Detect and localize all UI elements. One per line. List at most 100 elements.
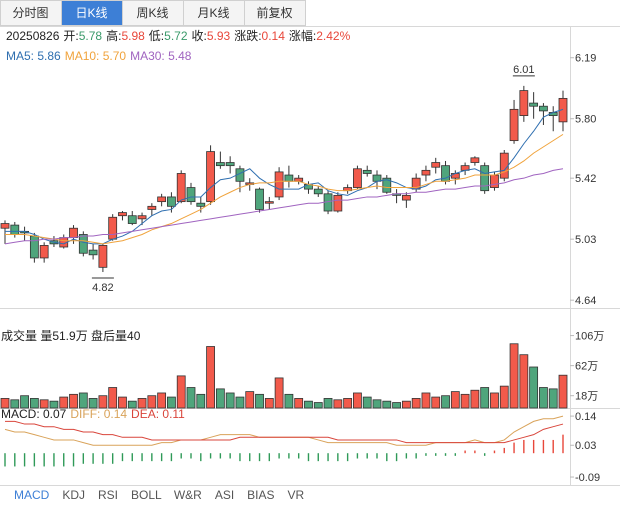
candle-body [401,194,411,201]
candle-body [147,205,157,210]
candle-body [215,162,225,167]
volume-bar [353,392,362,409]
volume-bar [137,398,147,409]
candle-body [108,216,118,240]
legend: MA5: 5.86 MA10: 5.70 MA30: 5.48 [6,49,192,63]
volume-bar [186,387,196,409]
quote-label: 开: [63,29,78,43]
candle-body [137,215,147,220]
volume-bar [118,396,127,409]
annotation: 6.01 [513,64,534,76]
volume-bar [176,375,186,409]
quote-label: 低: [149,29,164,43]
volume-bar [264,398,274,409]
indicator-tab[interactable]: BIAS [247,488,274,502]
panel-title: MACD: 0.07 [1,407,67,421]
quote-value: 2.42% [316,29,350,43]
volume-bar [206,346,215,409]
volume-bar [401,400,411,409]
tab[interactable] [61,0,123,26]
quote-value: 0.14 [262,29,286,43]
volume-bar [372,399,382,409]
candle-body [206,151,215,203]
volume-bar [333,399,343,409]
candle-body [362,169,372,174]
candle-body [186,187,196,203]
indicator-tab[interactable]: BOLL [131,488,162,502]
candle-body [450,173,460,179]
volume-bar [548,388,558,409]
candle-body [519,90,529,116]
volume-bar [313,402,323,409]
tab[interactable] [183,0,245,26]
volume-bar [78,392,88,409]
tab[interactable] [0,0,62,26]
indicator-tab[interactable]: MACD [14,488,50,502]
indicator-line [5,133,564,245]
volume-bar [304,400,313,409]
volume-bar [10,399,20,409]
candle-body [539,105,548,112]
candle-body [29,235,39,259]
y-tick-label: 5.03 [575,234,596,246]
indicator-tab[interactable]: RSI [98,488,118,502]
volume-bar [167,396,176,409]
volume-bar [294,398,304,409]
tab-label[interactable]: 日K线 [75,6,107,20]
candle-body [78,234,88,254]
volume-bar [88,398,98,409]
volume-bar [225,392,235,409]
tab[interactable] [244,0,306,26]
candle-body [118,212,127,217]
candle-body [127,215,137,224]
candle-body [157,196,167,203]
quote-value: 5.98 [121,29,145,43]
y-tick-label: 4.64 [575,295,596,307]
volume-bar [245,391,255,409]
indicator-tab[interactable]: ASI [215,488,234,502]
indicator-tabs: MACD KDJ RSI BOLL W&R ASI BIAS VR [14,488,305,502]
tab-label[interactable]: 周K线 [136,6,168,20]
y-tick-label: 6.19 [575,53,596,65]
volume-bar [499,385,509,409]
candle-body [431,162,441,168]
volume-bar [39,399,49,409]
candle-body [382,177,392,193]
tab-label[interactable]: 分时图 [12,6,48,20]
candle-body [490,174,499,188]
candle-body [88,249,98,256]
volume-bar [274,377,284,409]
indicator-line [5,108,564,245]
volume-bar [519,354,529,409]
legend-entry: MA5: 5.86 [6,49,61,63]
candle-body [225,162,235,167]
candle-body [509,108,519,142]
quote-label: 高: [106,28,121,43]
quote-label: 涨跌: [234,28,261,43]
tab-label[interactable]: 月K线 [197,6,229,20]
volume-bar [284,393,294,409]
y-tick-label: 62万 [575,361,598,373]
volume-bar [411,398,421,409]
indicator-tab[interactable]: VR [288,488,305,502]
candle-body [284,174,294,182]
volume-bar [509,343,519,409]
volume-bar [392,402,401,409]
candle-body [274,171,284,198]
indicator-tab[interactable]: W&R [174,488,202,502]
candle-body [313,188,323,195]
volume-bar [98,395,108,409]
volume-bar [450,391,460,409]
candle-body [10,224,20,235]
volume-bar [480,387,490,409]
indicator-tab[interactable]: KDJ [62,488,85,502]
volume-bar [529,366,539,409]
volume-bar [382,400,392,409]
tab-label[interactable]: 前复权 [256,5,292,20]
volume-bar [20,395,29,409]
volume-bar [29,398,39,409]
quote-label: 收: [192,29,207,43]
candle-body [421,169,431,176]
volume-bar [49,400,59,409]
